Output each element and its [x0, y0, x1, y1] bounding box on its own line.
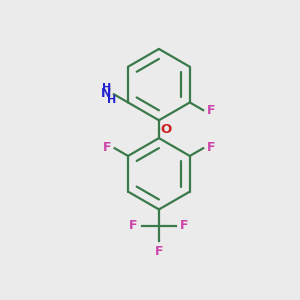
Text: F: F	[180, 219, 188, 232]
Text: F: F	[103, 141, 111, 154]
Text: F: F	[207, 141, 215, 154]
Text: O: O	[161, 123, 172, 136]
Text: H: H	[107, 94, 116, 105]
Text: H: H	[101, 83, 111, 93]
Text: F: F	[207, 104, 215, 117]
Text: N: N	[101, 87, 111, 100]
Text: F: F	[155, 245, 163, 258]
Text: F: F	[129, 219, 138, 232]
